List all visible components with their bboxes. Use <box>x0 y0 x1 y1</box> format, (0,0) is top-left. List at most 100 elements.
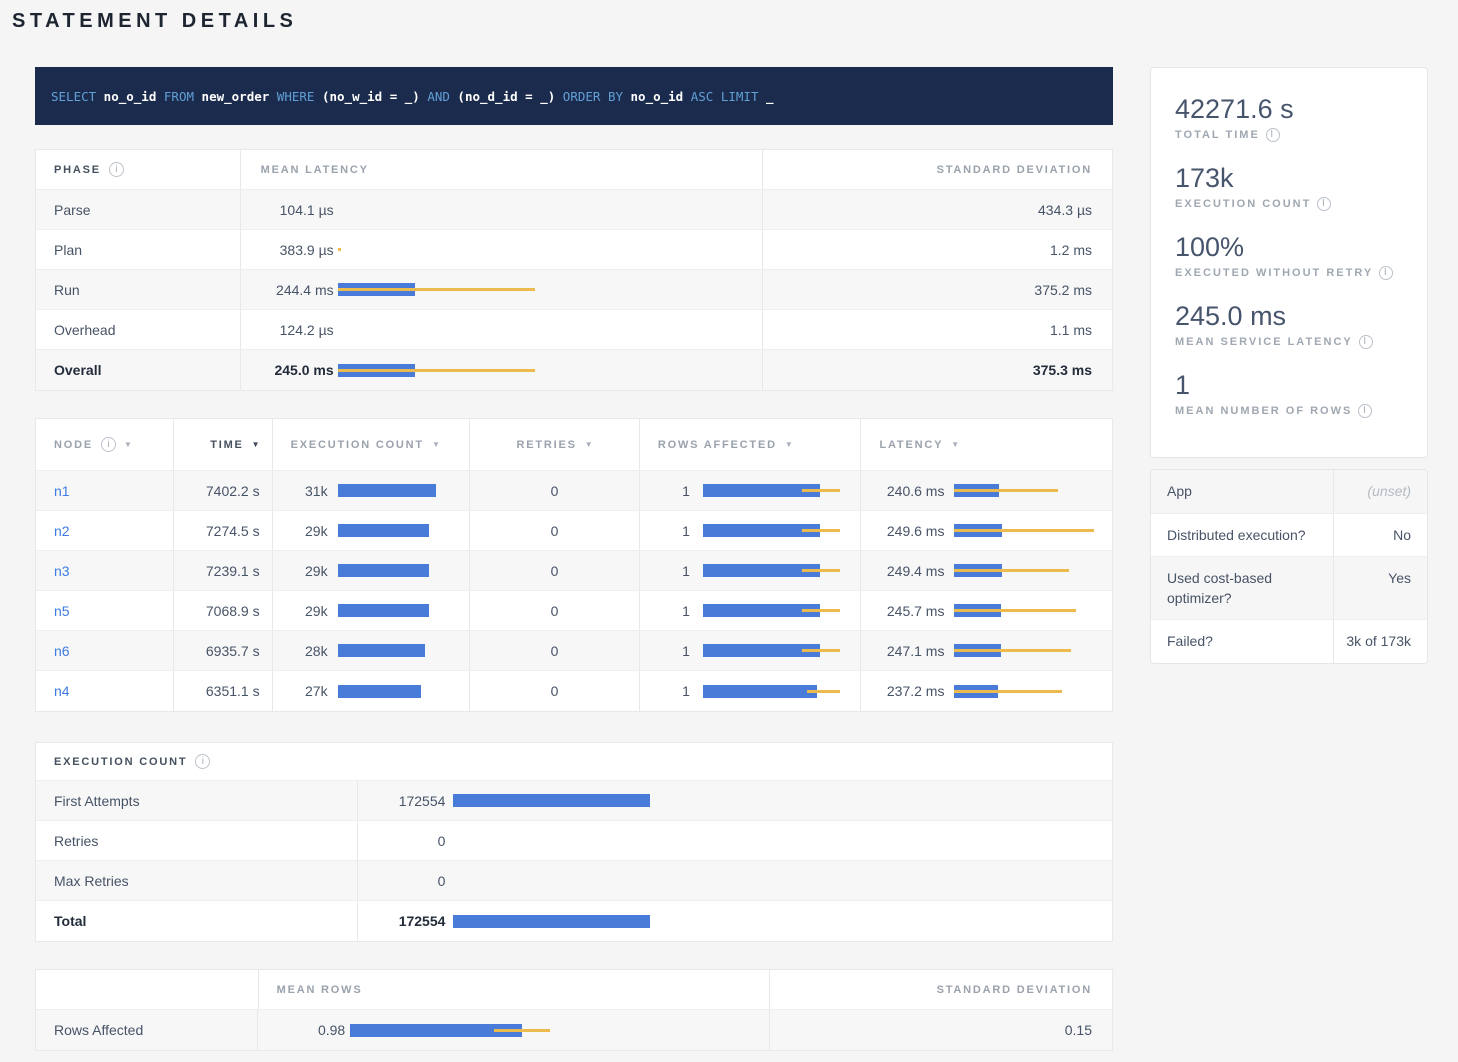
execution-count-value: 28k <box>273 643 328 659</box>
node-link[interactable]: n4 <box>54 683 70 699</box>
count-value: 0 <box>358 833 445 849</box>
rows-affected-bar <box>703 685 858 698</box>
phase-name: Overall <box>54 362 101 378</box>
info-icon[interactable]: i <box>1379 266 1393 280</box>
latency-bar <box>954 524 1099 537</box>
stat-execution-count: 173k Execution Counti <box>1175 163 1403 211</box>
stat-executed-without-retry: 100% Executed without Retry i <box>1175 232 1403 280</box>
mean-latency-value: 383.9 µs <box>261 242 334 258</box>
stat-value: 100% <box>1175 232 1403 263</box>
stat-total-time: 42271.6 s Total Timei <box>1175 94 1403 142</box>
node-row: n5 7068.9 s 29k 0 1 245.7 ms <box>36 591 1112 631</box>
mean-latency-column-header: Mean Latency <box>261 164 369 176</box>
stat-label: Execution Count <box>1175 198 1311 210</box>
node-link[interactable]: n6 <box>54 643 70 659</box>
row-label: First Attempts <box>54 793 140 809</box>
row-label: Rows Affected <box>54 1022 143 1038</box>
stat-label: Mean Service Latency <box>1175 336 1353 348</box>
rows-affected-header: Mean Rows Standard Deviation <box>36 970 1112 1010</box>
stat-label: Executed without Retry <box>1175 267 1373 279</box>
std-dev-value: 1.2 ms <box>1050 242 1092 258</box>
std-dev-value: 375.3 ms <box>1033 362 1092 378</box>
attribute-value: Yes <box>1334 557 1427 620</box>
node-row: n2 7274.5 s 29k 0 1 249.6 ms <box>36 511 1112 551</box>
time-value: 7402.2 s <box>206 483 260 499</box>
sort-arrow-icon[interactable]: ▼ <box>585 440 593 449</box>
statement-attributes-card: App (unset) Distributed execution? No Us… <box>1150 469 1428 663</box>
mean-latency-value: 245.0 ms <box>261 362 334 378</box>
rows-affected-bar <box>703 604 858 617</box>
execution-count-value: 27k <box>273 683 328 699</box>
latency-bar <box>954 604 1099 617</box>
retries-value: 0 <box>551 603 559 619</box>
retries-value: 0 <box>551 683 559 699</box>
std-dev-value: 1.1 ms <box>1050 322 1092 338</box>
time-column-header[interactable]: Time ▼ <box>174 419 273 470</box>
stat-value: 245.0 ms <box>1175 301 1403 332</box>
sort-arrow-icon[interactable]: ▼ <box>432 440 440 449</box>
phase-table-header: Phase i Mean Latency Standard Deviation <box>36 150 1112 190</box>
info-icon[interactable]: i <box>101 437 116 452</box>
table-row-total: Total 172554 <box>36 901 1112 941</box>
time-value: 7068.9 s <box>206 603 260 619</box>
node-link[interactable]: n3 <box>54 563 70 579</box>
sort-arrow-icon[interactable]: ▼ <box>252 440 260 449</box>
sort-arrow-icon[interactable]: ▼ <box>951 440 959 449</box>
attribute-label: Used cost-based optimizer? <box>1151 557 1334 620</box>
phase-latency-table: Phase i Mean Latency Standard Deviation … <box>35 149 1113 391</box>
sort-arrow-icon[interactable]: ▼ <box>124 440 132 449</box>
mean-rows-column-header: Mean Rows <box>264 984 363 996</box>
std-dev-column-header: Standard Deviation <box>937 164 1092 176</box>
execution-count-value: 31k <box>273 483 328 499</box>
info-icon[interactable]: i <box>1358 404 1372 418</box>
execution-count-title: Execution Count <box>54 756 187 768</box>
count-value: 172554 <box>358 793 445 809</box>
count-bar <box>453 834 1093 847</box>
phase-column-header: Phase <box>54 164 101 176</box>
stat-label: Total Time <box>1175 129 1260 141</box>
statement-details-page: STATEMENT DETAILS SELECT no_o_id FROM ne… <box>0 0 1458 1062</box>
node-link[interactable]: n5 <box>54 603 70 619</box>
std-dev-column-header: Standard Deviation <box>937 984 1092 996</box>
latency-value: 245.7 ms <box>861 603 944 619</box>
rows-affected-bar <box>703 564 858 577</box>
std-dev-value: 434.3 µs <box>1038 202 1092 218</box>
mean-latency-value: 104.1 µs <box>261 202 334 218</box>
latency-bar-chart <box>338 203 758 216</box>
node-row: n1 7402.2 s 31k 0 1 240.6 ms <box>36 471 1112 511</box>
execution-count-bar <box>338 484 468 497</box>
std-dev-value: 375.2 ms <box>1034 282 1092 298</box>
execution-count-section-header: Execution Count i <box>36 743 1112 781</box>
sort-arrow-icon[interactable]: ▼ <box>785 440 793 449</box>
latency-value: 249.4 ms <box>861 563 944 579</box>
attribute-row-failed: Failed? 3k of 173k <box>1151 620 1427 662</box>
page-title: STATEMENT DETAILS <box>12 10 1428 33</box>
retries-value: 0 <box>551 563 559 579</box>
retries-value: 0 <box>551 483 559 499</box>
attribute-label: Failed? <box>1151 620 1334 662</box>
info-icon[interactable]: i <box>1359 335 1373 349</box>
node-link[interactable]: n1 <box>54 483 70 499</box>
table-row: Plan 383.9 µs 1.2 ms <box>36 230 1112 270</box>
latency-bar <box>954 484 1099 497</box>
info-icon[interactable]: i <box>195 754 210 769</box>
count-value: 172554 <box>358 913 445 929</box>
latency-value: 249.6 ms <box>861 523 944 539</box>
stat-mean-number-of-rows: 1 Mean Number of Rowsi <box>1175 370 1403 418</box>
attribute-value: 3k of 173k <box>1334 620 1427 662</box>
rows-affected-column-header[interactable]: Rows Affected ▼ <box>640 419 862 470</box>
info-icon[interactable]: i <box>109 162 124 177</box>
rows-affected-value: 1 <box>640 603 690 619</box>
latency-column-header[interactable]: Latency ▼ <box>861 419 1112 470</box>
latency-value: 247.1 ms <box>861 643 944 659</box>
latency-bar-chart <box>338 243 758 256</box>
execution-count-column-header[interactable]: Execution Count ▼ <box>273 419 471 470</box>
attribute-row-app: App (unset) <box>1151 470 1427 513</box>
node-column-header[interactable]: Node i ▼ <box>36 419 174 470</box>
node-link[interactable]: n2 <box>54 523 70 539</box>
retries-column-header[interactable]: Retries ▼ <box>470 419 640 470</box>
info-icon[interactable]: i <box>1266 128 1280 142</box>
rows-affected-bar <box>703 484 858 497</box>
summary-stats-card: 42271.6 s Total Timei 173k Execution Cou… <box>1150 67 1428 458</box>
info-icon[interactable]: i <box>1317 197 1331 211</box>
